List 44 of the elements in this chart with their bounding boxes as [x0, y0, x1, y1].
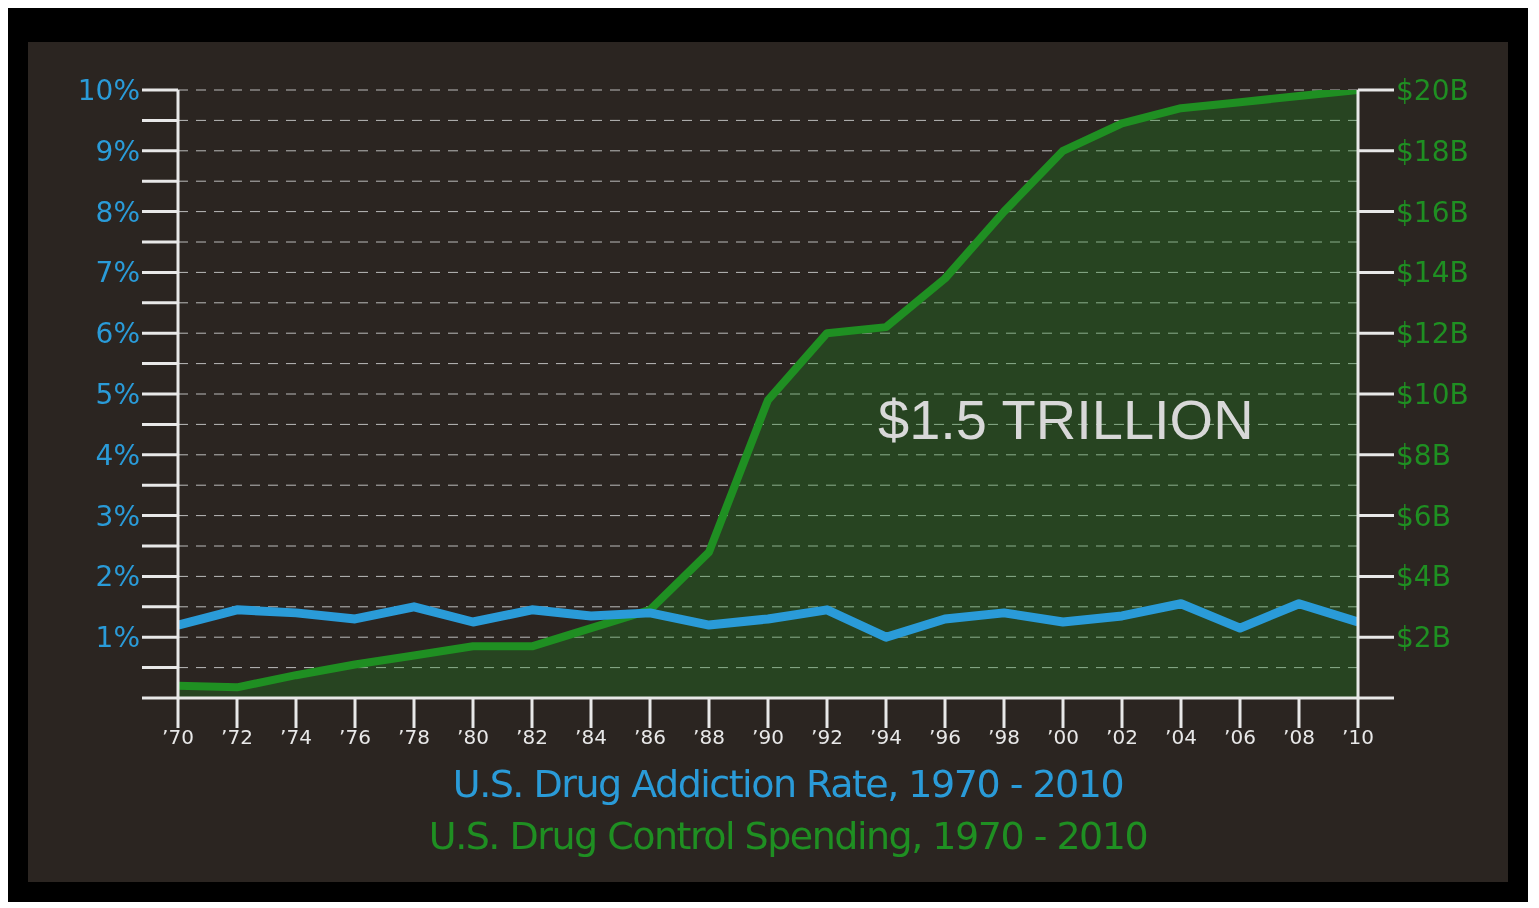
- y-tick-label: 4%: [95, 438, 140, 472]
- y-tick-label: 7%: [95, 256, 140, 290]
- y-tick-label: 6%: [95, 317, 140, 351]
- x-tick-label: ’96: [929, 725, 961, 750]
- y2-tick-label: $2B: [1396, 621, 1451, 655]
- text: U.S. Drug Control Spending, 1970 - 2010: [427, 813, 1149, 860]
- y-tick-label: 3%: [95, 499, 140, 533]
- y2-tick-label: $6B: [1396, 499, 1451, 533]
- x-tick-label: ’98: [988, 725, 1020, 750]
- x-tick-label: ’74: [280, 725, 312, 750]
- y2-tick-label: $20B: [1396, 73, 1469, 107]
- x-tick-label: ’80: [457, 725, 489, 750]
- y2-tick-label: $8B: [1396, 438, 1451, 472]
- y-tick-label: 5%: [95, 377, 140, 411]
- x-tick-label: ’94: [870, 725, 902, 750]
- x-tick-label: ’88: [693, 725, 725, 750]
- x-tick-label: ’86: [634, 725, 666, 750]
- x-tick-label: ’70: [162, 725, 194, 750]
- x-tick-label: ’84: [575, 725, 607, 750]
- x-tick-label: ’90: [752, 725, 784, 750]
- x-tick-label: ’76: [339, 725, 371, 750]
- y-tick-label: 1%: [95, 621, 140, 655]
- annotation: $1.5 TRILLION: [878, 387, 1254, 452]
- y2-tick-label: $12B: [1396, 317, 1469, 351]
- x-tick-label: ’06: [1224, 725, 1256, 750]
- x-tick-label: ’02: [1106, 725, 1138, 750]
- x-tick-label: ’08: [1283, 725, 1315, 750]
- y-tick-label: 8%: [95, 195, 140, 229]
- y2-tick-label: $10B: [1396, 377, 1469, 411]
- y-tick-label: 2%: [95, 560, 140, 594]
- x-tick-label: ’78: [398, 725, 430, 750]
- y2-tick-label: $14B: [1396, 256, 1469, 290]
- x-tick-label: ’04: [1165, 725, 1197, 750]
- x-tick-label: ’72: [221, 725, 253, 750]
- y2-tick-label: $4B: [1396, 560, 1451, 594]
- x-tick-label: ’10: [1342, 725, 1374, 750]
- y2-tick-label: $18B: [1396, 134, 1469, 168]
- x-tick-label: ’82: [516, 725, 548, 750]
- x-tick-label: ’92: [811, 725, 843, 750]
- y-tick-label: 9%: [95, 134, 140, 168]
- text: U.S. Drug Addiction Rate, 1970 - 2010: [451, 761, 1125, 808]
- y-tick-label: 10%: [77, 73, 140, 107]
- x-tick-label: ’00: [1047, 725, 1079, 750]
- y2-tick-label: $16B: [1396, 195, 1469, 229]
